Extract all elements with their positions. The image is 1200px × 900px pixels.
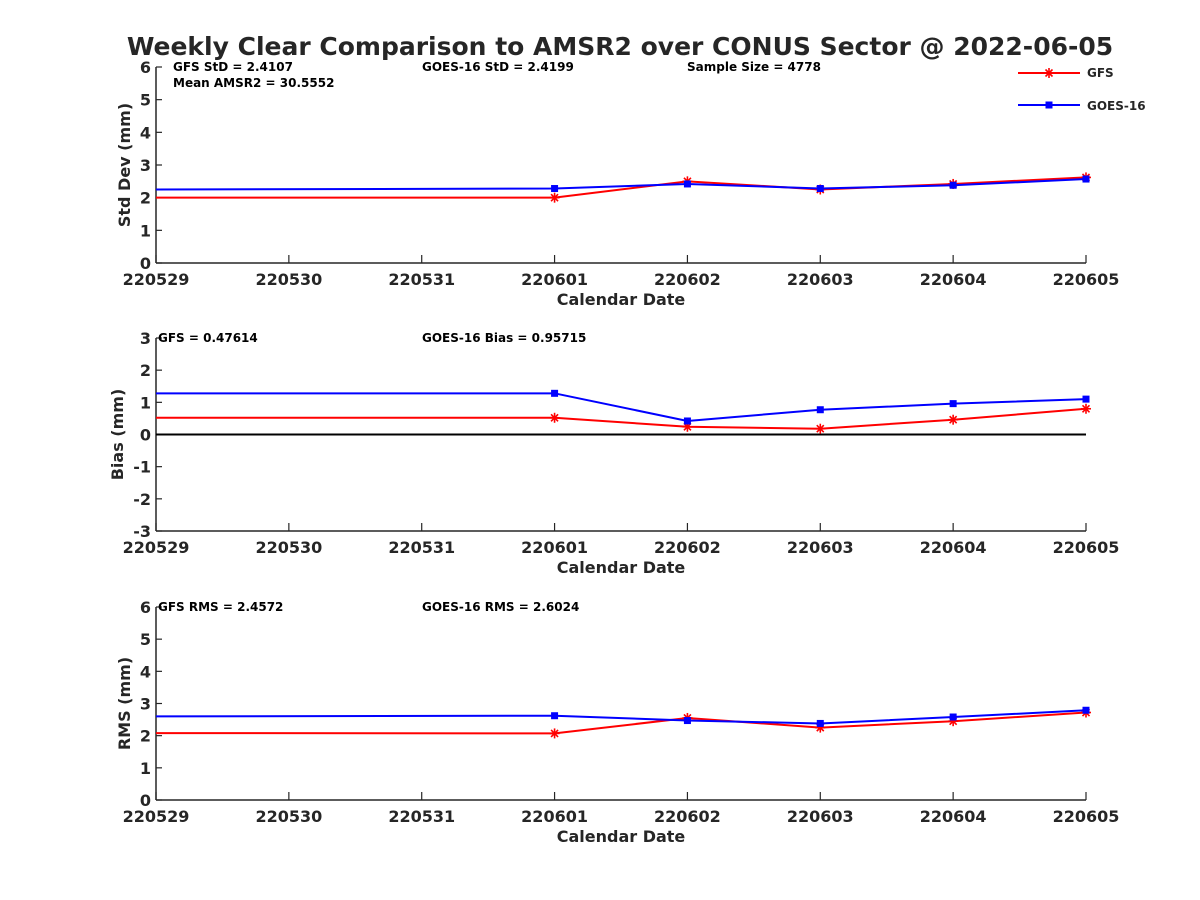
y-tick-label: 0: [140, 254, 151, 273]
x-tick-label: 220602: [654, 807, 721, 826]
y-axis-label: Std Dev (mm): [115, 103, 134, 227]
x-tick-label: 220529: [123, 538, 190, 557]
y-axis-label: RMS (mm): [115, 657, 134, 750]
y-tick-label: -1: [133, 458, 151, 477]
data-point-goes16: [949, 181, 957, 189]
legend-goes16-square: [1045, 101, 1053, 109]
y-tick-label: 3: [140, 695, 151, 714]
data-point-gfs: [1081, 403, 1091, 414]
legend: GFS GOES-16: [1018, 66, 1146, 113]
x-tick-label: 220529: [123, 270, 190, 289]
data-point-gfs: [549, 412, 560, 423]
y-tick-label: 3: [140, 156, 151, 175]
panel-stddev: 0 1 2 3 4 5 6 220529 220530 220531 220601 220602 220…: [115, 58, 1119, 309]
stats-annotation: GOES-16 StD = 2.4199: [422, 60, 574, 74]
y-tick-label: 6: [140, 58, 151, 77]
legend-gfs-marker: [1044, 68, 1054, 78]
y-tick-label: 1: [140, 393, 151, 412]
y-tick-label: -3: [133, 522, 151, 541]
data-point-goes16: [551, 185, 559, 193]
stats-annotation: GFS RMS = 2.4572: [158, 600, 283, 614]
stats-annotation: GFS = 0.47614: [158, 331, 258, 345]
legend-goes16-label: GOES-16: [1087, 99, 1146, 113]
x-tick-label: 220602: [654, 270, 721, 289]
y-tick-label: 5: [140, 91, 151, 110]
series-line-gfs: [156, 176, 1087, 199]
x-tick-label: 220604: [920, 538, 987, 557]
stats-annotation: Sample Size = 4778: [687, 60, 821, 74]
y-tick-label: 2: [140, 727, 151, 746]
x-axis-label: Calendar Date: [557, 290, 686, 309]
data-point-goes16: [683, 417, 691, 425]
x-tick-label: 220530: [255, 538, 322, 557]
x-tick-label: 220531: [388, 538, 455, 557]
y-tick-label: 6: [140, 598, 151, 617]
data-point-goes16: [683, 717, 691, 725]
x-tick-label: 220604: [920, 807, 987, 826]
data-point-goes16: [816, 185, 824, 193]
x-tick-label: 220605: [1053, 807, 1120, 826]
x-tick-label: 220531: [388, 807, 455, 826]
x-tick-label: 220531: [388, 270, 455, 289]
stats-annotation: GOES-16 RMS = 2.6024: [422, 600, 579, 614]
data-point-goes16: [1082, 706, 1090, 714]
legend-gfs-asterisk: [1044, 68, 1054, 78]
y-tick-label: 5: [140, 630, 151, 649]
data-point-gfs: [549, 192, 560, 203]
x-tick-label: 220603: [787, 807, 854, 826]
y-tick-label: 4: [140, 123, 151, 142]
y-tick-label: 2: [140, 189, 151, 208]
series-line-gfs: [156, 407, 1087, 430]
y-tick-label: 0: [140, 791, 151, 810]
legend-gfs-label: GFS: [1087, 66, 1114, 80]
panel-bias: -3 -2 -1 0 1 2 3 220529 220530 220531 220601 220602…: [108, 329, 1119, 577]
data-point-goes16: [816, 719, 824, 727]
stats-annotation: Mean AMSR2 = 30.5552: [173, 76, 334, 90]
y-tick-label: -2: [133, 490, 151, 509]
y-tick-label: 0: [140, 426, 151, 445]
y-tick-label: 4: [140, 662, 151, 681]
series-line-goes16: [156, 392, 1087, 422]
x-tick-label: 220601: [521, 807, 588, 826]
y-tick-label: 1: [140, 759, 151, 778]
x-tick-label: 220603: [787, 538, 854, 557]
data-point-goes16: [551, 389, 559, 397]
data-point-gfs: [948, 414, 959, 425]
x-tick-label: 220601: [521, 270, 588, 289]
x-tick-label: 220529: [123, 807, 190, 826]
data-point-goes16: [1082, 395, 1090, 403]
series-line-goes16: [155, 178, 1087, 191]
x-axis-label: Calendar Date: [557, 827, 686, 846]
x-tick-label: 220530: [255, 807, 322, 826]
x-tick-label: 220603: [787, 270, 854, 289]
y-axis-label: Bias (mm): [108, 389, 127, 481]
y-tick-label: 3: [140, 329, 151, 348]
data-point-gfs: [549, 728, 560, 739]
x-tick-label: 220602: [654, 538, 721, 557]
panel-rms: 0 1 2 3 4 5 6 220529 220530 220531 220601 220602 220…: [115, 598, 1119, 846]
x-tick-label: 220605: [1053, 538, 1120, 557]
data-point-goes16: [1082, 175, 1090, 183]
stats-annotation: GOES-16 Bias = 0.95715: [422, 331, 586, 345]
x-tick-label: 220604: [920, 270, 987, 289]
y-tick-label: 2: [140, 361, 151, 380]
data-point-goes16: [816, 406, 824, 414]
data-point-goes16: [683, 180, 691, 188]
y-tick-label: 1: [140, 221, 151, 240]
legend-goes16-marker: [1045, 101, 1053, 109]
x-tick-label: 220601: [521, 538, 588, 557]
figure-title: Weekly Clear Comparison to AMSR2 over CO…: [127, 32, 1113, 61]
x-tick-label: 220530: [255, 270, 322, 289]
data-point-goes16: [949, 400, 957, 408]
stats-annotation: GFS StD = 2.4107: [173, 60, 293, 74]
series-line-goes16: [155, 709, 1087, 725]
data-point-goes16: [949, 713, 957, 721]
x-axis-label: Calendar Date: [557, 558, 686, 577]
data-point-goes16: [551, 712, 559, 720]
data-point-gfs: [815, 423, 826, 434]
x-tick-label: 220605: [1053, 270, 1120, 289]
